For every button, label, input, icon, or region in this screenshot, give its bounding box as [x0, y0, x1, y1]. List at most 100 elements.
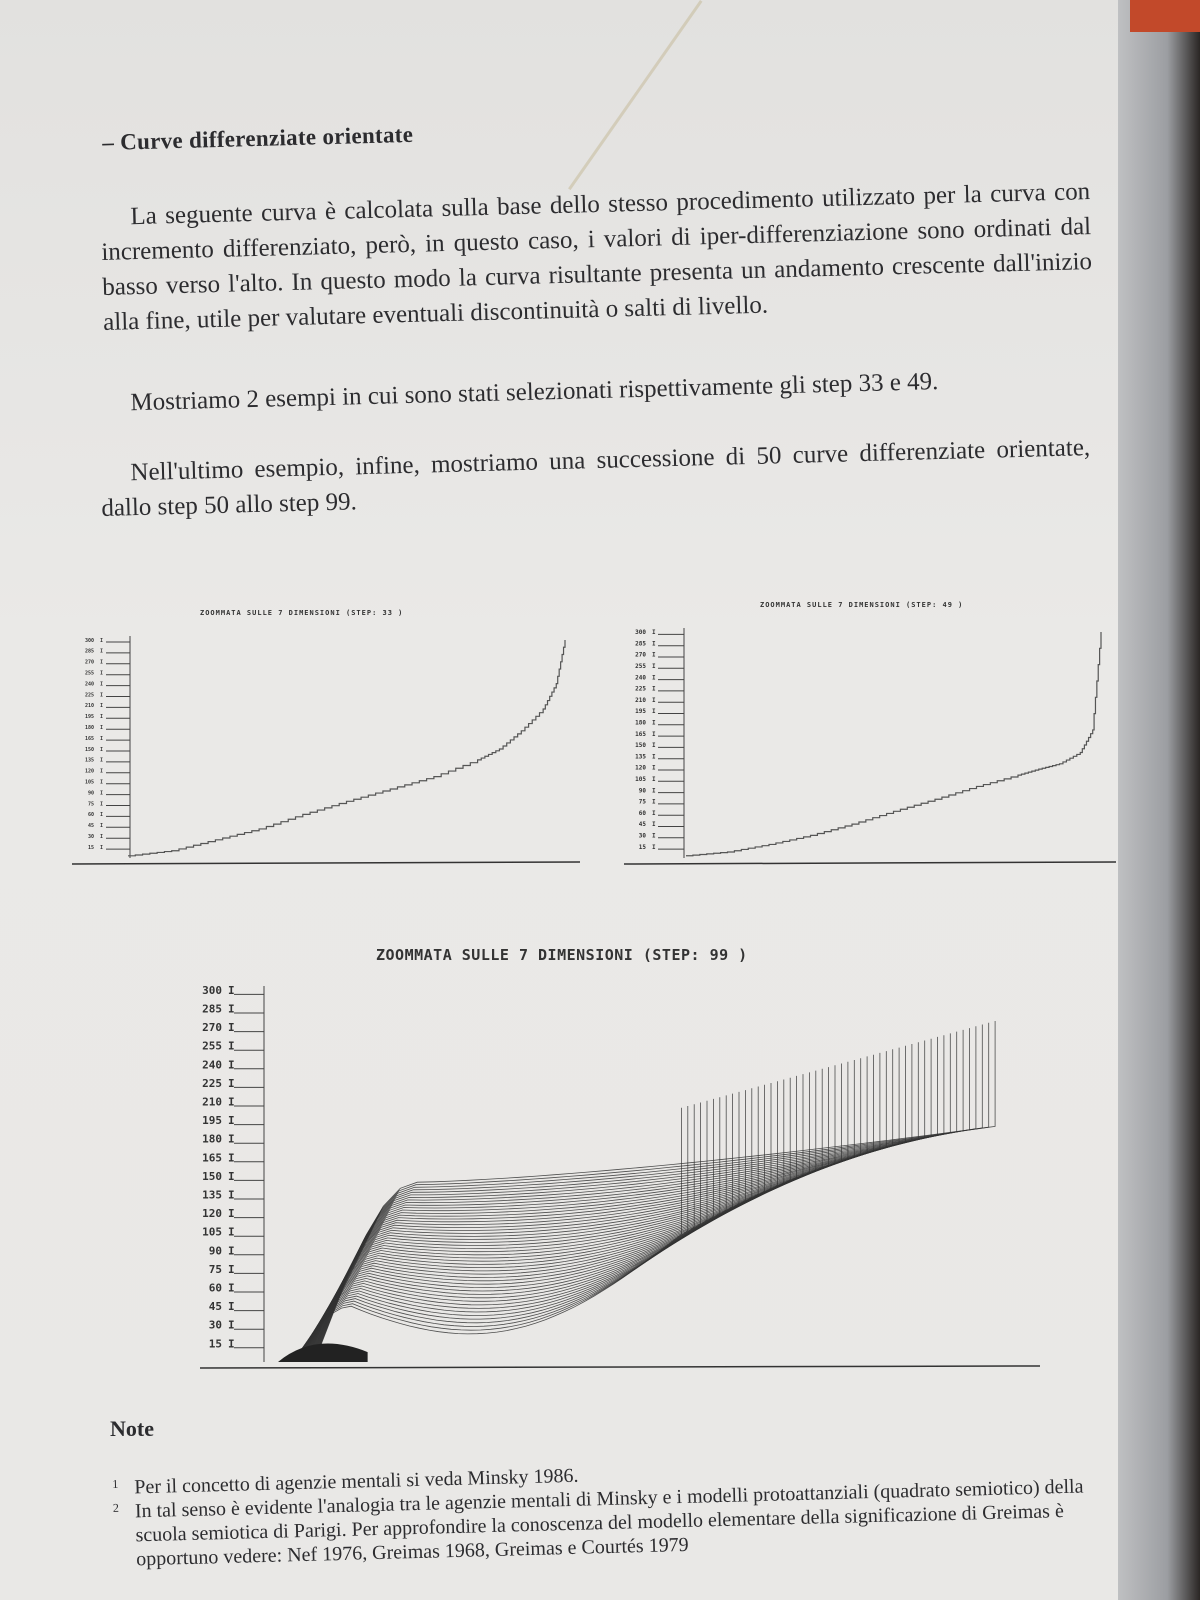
- series-line: [128, 640, 566, 857]
- y-tick-label: 90: [639, 787, 647, 794]
- x-baseline: [71, 861, 581, 865]
- paragraph-2: Mostriamo 2 esempi in cui sono stati sel…: [130, 368, 939, 417]
- y-tick-mark: I: [100, 692, 103, 698]
- y-tick-label: 195: [635, 708, 646, 715]
- series-line: [297, 1090, 746, 1360]
- y-tick-mark: I: [228, 1133, 235, 1146]
- y-tick-mark: I: [100, 736, 103, 742]
- y-tick-label: 300: [85, 638, 94, 644]
- y-tick-mark: I: [100, 725, 103, 731]
- y-tick-mark: I: [652, 686, 656, 693]
- series-line: [313, 1026, 977, 1360]
- y-tick-mark: I: [228, 1300, 235, 1313]
- series-line: [296, 1091, 740, 1360]
- y-tick-label: 240: [85, 681, 94, 687]
- y-tick-label: 180: [202, 1133, 222, 1146]
- chart-step33: 300 I 285 I 270 I 255 I 240 I 225 I 210 I 195 I 180 I 165 I…: [71, 636, 581, 865]
- series-line: [296, 1093, 733, 1360]
- y-tick-label: 15: [639, 844, 647, 851]
- y-tick-mark: I: [100, 769, 103, 775]
- y-tick-label: 150: [635, 742, 646, 749]
- y-tick-label: 180: [85, 725, 94, 731]
- y-tick-mark: I: [100, 790, 103, 796]
- y-tick-label: 135: [85, 758, 94, 764]
- y-tick-mark: I: [228, 1114, 235, 1127]
- series-line: [302, 1070, 817, 1360]
- notes-heading: Note: [110, 1416, 154, 1441]
- series-line: [299, 1081, 778, 1360]
- series-line: [312, 1029, 964, 1360]
- chart-step49: 300 I 285 I 270 I 255 I 240 I 225 I 210 I 195 I 180 I 165 I…: [623, 628, 1117, 865]
- chart-title-step33: ZOOMMATA SULLE 7 DIMENSIONI (STEP: 33 ): [200, 609, 404, 617]
- series-line: [312, 1031, 958, 1360]
- y-tick-mark: I: [100, 747, 103, 753]
- y-tick-label: 240: [635, 674, 646, 681]
- page-crease: [568, 0, 703, 191]
- paragraph-1: La seguente curva è calcolata sulla base…: [101, 178, 1093, 336]
- y-tick-label: 285: [635, 640, 646, 647]
- y-tick-mark: I: [228, 1040, 235, 1053]
- y-tick-mark: I: [100, 834, 103, 840]
- y-tick-label: 270: [635, 652, 646, 659]
- series-line: [311, 1033, 951, 1360]
- y-tick-label: 135: [202, 1188, 222, 1201]
- series-line: [313, 1028, 970, 1360]
- y-tick-mark: I: [652, 731, 656, 738]
- series-line: [314, 1024, 983, 1360]
- y-tick-label: 120: [202, 1207, 222, 1220]
- chart-step99: 300 I 285 I 270 I 255 I 240 I 225 I 210 I 195 I 180 I 165 I…: [199, 984, 1041, 1369]
- notes-list: 1 Per il concetto di agenzie mentali si …: [110, 1450, 1122, 1572]
- y-tick-mark: I: [652, 742, 656, 749]
- y-tick-mark: I: [228, 1337, 235, 1350]
- y-tick-mark: I: [228, 1170, 235, 1183]
- series-line: [306, 1052, 881, 1360]
- y-tick-label: 45: [88, 823, 94, 829]
- y-tick-mark: I: [652, 629, 656, 636]
- series-line: [314, 1022, 990, 1360]
- y-tick-mark: I: [228, 1021, 235, 1034]
- y-tick-label: 75: [209, 1263, 222, 1276]
- y-tick-label: 45: [639, 821, 647, 828]
- y-tick-mark: I: [652, 844, 656, 851]
- x-baseline: [623, 861, 1117, 865]
- y-tick-label: 165: [85, 736, 94, 742]
- series-line: [309, 1040, 926, 1360]
- section-heading: – Curve differenziate orientate: [102, 121, 414, 155]
- y-tick-label: 105: [202, 1226, 222, 1239]
- y-tick-label: 135: [635, 753, 646, 760]
- y-tick-label: 45: [209, 1300, 222, 1313]
- y-tick-label: 270: [85, 660, 94, 666]
- y-tick-mark: I: [100, 801, 103, 807]
- y-tick-mark: I: [652, 821, 656, 828]
- y-tick-mark: I: [652, 833, 656, 840]
- series-line: [304, 1061, 849, 1360]
- y-tick-mark: I: [652, 799, 656, 806]
- y-tick-label: 180: [635, 720, 646, 727]
- y-tick-mark: I: [100, 714, 103, 720]
- y-tick-mark: I: [228, 984, 235, 997]
- y-tick-label: 285: [202, 1002, 222, 1015]
- y-tick-label: 150: [202, 1170, 222, 1183]
- y-tick-mark: I: [100, 670, 103, 676]
- y-tick-mark: I: [100, 779, 103, 785]
- y-tick-label: 150: [85, 747, 94, 753]
- y-tick-mark: I: [228, 1151, 235, 1164]
- paragraph-3: Nell'ultimo esempio, infine, mostriamo u…: [101, 434, 1091, 522]
- y-tick-label: 30: [88, 834, 94, 840]
- y-tick-label: 90: [209, 1244, 222, 1257]
- y-tick-label: 165: [635, 731, 646, 738]
- y-tick-mark: I: [652, 787, 656, 794]
- series-line: [300, 1077, 791, 1360]
- series-line: [299, 1079, 785, 1360]
- y-tick-label: 255: [85, 670, 94, 676]
- series-line: [307, 1051, 887, 1360]
- y-tick-mark: I: [652, 640, 656, 647]
- y-tick-label: 270: [202, 1021, 222, 1034]
- y-tick-label: 30: [639, 833, 647, 840]
- y-tick-label: 225: [202, 1077, 222, 1090]
- book-page: – Curve differenziate orientate La segue…: [0, 0, 1118, 1600]
- y-tick-label: 90: [88, 790, 94, 796]
- y-tick-mark: I: [100, 649, 103, 655]
- y-tick-mark: I: [228, 1207, 235, 1220]
- series-line: [303, 1067, 829, 1360]
